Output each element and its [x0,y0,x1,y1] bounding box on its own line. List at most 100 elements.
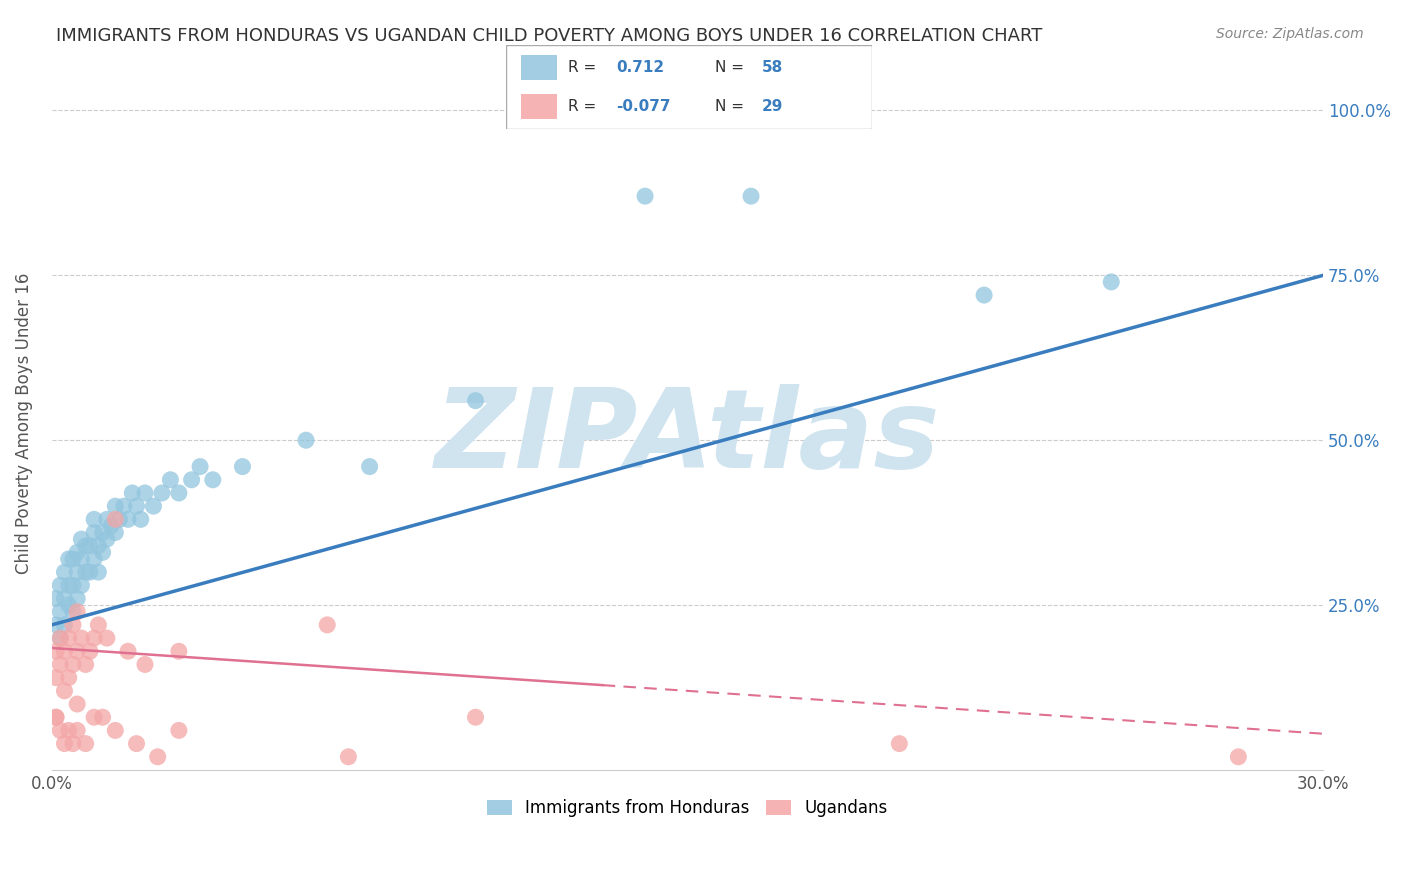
Point [45,671,67,685]
Point [125,499,148,513]
Point [117,644,139,658]
Point [70,631,93,645]
Point [75,657,97,672]
Point [889,737,911,751]
Point [62,657,84,672]
Point [295,434,318,448]
Point [188,459,211,474]
Point [1227,749,1250,764]
Point [75,737,97,751]
Point [464,710,486,724]
Point [49,657,72,672]
Point [49,631,72,645]
Point [134,657,156,672]
Point [96,532,118,546]
Point [53,591,76,606]
Point [83,552,105,566]
Point [96,512,118,526]
Point [117,512,139,526]
Text: ZIPAtlas: ZIPAtlas [434,384,941,491]
Point [167,644,190,658]
Point [104,723,127,738]
Point [66,697,89,711]
Point [66,565,89,579]
Point [53,644,76,658]
Point [125,737,148,751]
Point [87,539,110,553]
Point [1099,275,1122,289]
Point [91,525,114,540]
Point [108,512,131,526]
Point [53,565,76,579]
Point [167,723,190,738]
Point [83,631,105,645]
Point [91,710,114,724]
Point [66,723,89,738]
Point [79,539,101,553]
Point [45,591,67,606]
Point [129,512,152,526]
Text: N =: N = [714,60,744,75]
FancyBboxPatch shape [520,54,557,80]
Point [83,525,105,540]
Point [464,393,486,408]
Point [53,737,76,751]
Point [91,545,114,559]
Point [62,618,84,632]
Point [75,565,97,579]
Text: IMMIGRANTS FROM HONDURAS VS UGANDAN CHILD POVERTY AMONG BOYS UNDER 16 CORRELATIO: IMMIGRANTS FROM HONDURAS VS UGANDAN CHIL… [56,27,1043,45]
Point [79,644,101,658]
Point [49,605,72,619]
Text: 0.712: 0.712 [616,60,664,75]
Point [53,683,76,698]
Point [45,710,67,724]
Point [62,737,84,751]
Text: Source: ZipAtlas.com: Source: ZipAtlas.com [1216,27,1364,41]
Point [740,189,762,203]
Text: 29: 29 [762,99,783,114]
Point [121,486,143,500]
Point [58,631,80,645]
Point [58,578,80,592]
Point [75,539,97,553]
Legend: Immigrants from Honduras, Ugandans: Immigrants from Honduras, Ugandans [481,793,894,824]
Point [104,512,127,526]
Point [83,512,105,526]
Point [62,578,84,592]
Point [66,591,89,606]
Point [167,486,190,500]
Point [70,552,93,566]
Point [58,598,80,612]
Point [45,644,67,658]
Point [66,605,89,619]
Point [83,710,105,724]
Point [58,552,80,566]
Point [231,459,253,474]
Point [359,459,381,474]
Point [87,565,110,579]
Point [146,749,169,764]
Point [142,499,165,513]
Point [62,605,84,619]
FancyBboxPatch shape [520,94,557,120]
Point [104,499,127,513]
Point [58,723,80,738]
Point [45,618,67,632]
Point [973,288,995,302]
Point [201,473,224,487]
Point [49,578,72,592]
Point [316,618,339,632]
Point [45,710,67,724]
Point [134,486,156,500]
Text: -0.077: -0.077 [616,99,671,114]
Point [58,671,80,685]
Point [79,565,101,579]
Point [49,723,72,738]
Text: 58: 58 [762,60,783,75]
Point [66,644,89,658]
Point [70,532,93,546]
Point [100,519,122,533]
Point [66,545,89,559]
Point [337,749,360,764]
Point [634,189,657,203]
